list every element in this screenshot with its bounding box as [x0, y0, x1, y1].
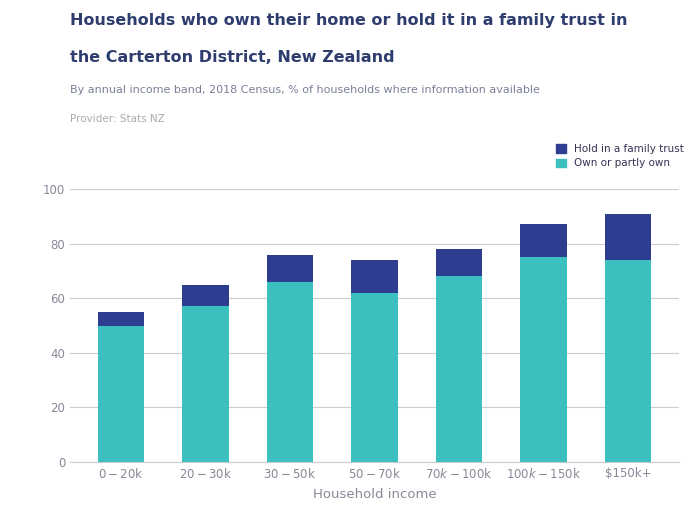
- X-axis label: Household income: Household income: [313, 488, 436, 501]
- Text: figure.nz: figure.nz: [573, 23, 657, 40]
- Bar: [605, 260, 651, 462]
- Text: Households who own their home or hold it in a family trust in: Households who own their home or hold it…: [70, 13, 627, 28]
- Text: By annual income band, 2018 Census, % of households where information available: By annual income band, 2018 Census, % of…: [70, 85, 540, 95]
- Bar: [520, 257, 567, 462]
- Bar: [605, 214, 651, 260]
- Bar: [182, 307, 229, 462]
- Text: Provider: Stats NZ: Provider: Stats NZ: [70, 114, 164, 124]
- Bar: [520, 225, 567, 257]
- Bar: [267, 282, 313, 462]
- Legend: Hold in a family trust, Own or partly own: Hold in a family trust, Own or partly ow…: [556, 144, 685, 169]
- Bar: [351, 293, 398, 462]
- Bar: [267, 255, 313, 282]
- Bar: [436, 276, 482, 462]
- Bar: [436, 249, 482, 276]
- Bar: [98, 312, 144, 326]
- Bar: [351, 260, 398, 293]
- Text: the Carterton District, New Zealand: the Carterton District, New Zealand: [70, 50, 395, 65]
- Bar: [98, 326, 144, 462]
- Bar: [182, 285, 229, 307]
